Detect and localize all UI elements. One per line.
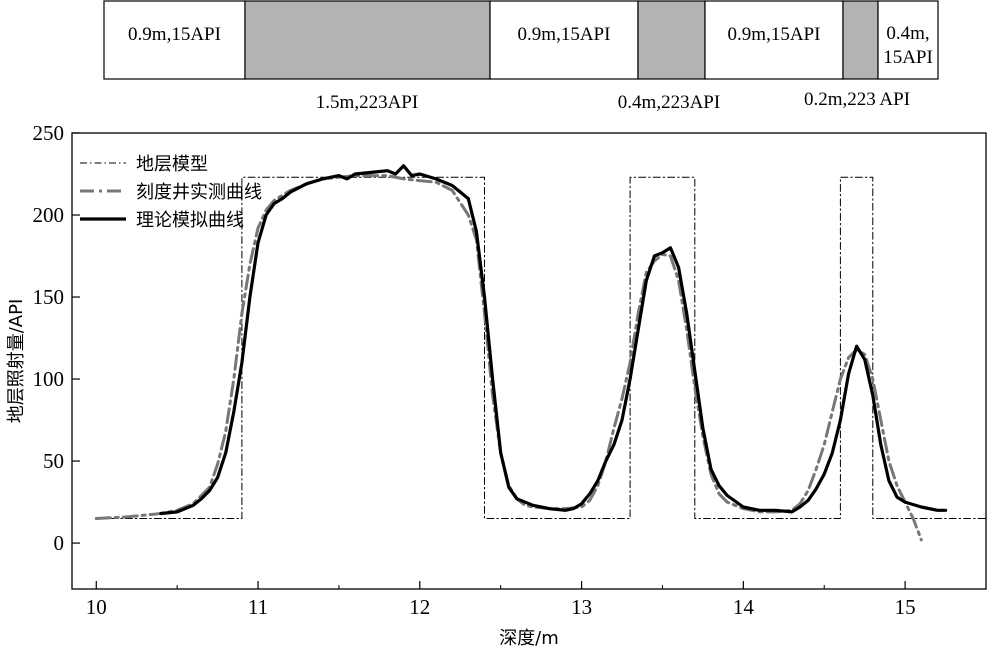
series-line-2 <box>94 174 923 542</box>
layer-block-1 <box>103 0 246 80</box>
series-line-1 <box>95 176 987 519</box>
layer-label-7-line-1: 0.4m, <box>886 23 929 44</box>
plot-area <box>94 164 987 542</box>
y-tick-label-250: 250 <box>33 121 65 145</box>
plot-frame <box>71 132 987 590</box>
y-axis-label: 地层照射量/API <box>6 299 27 424</box>
x-tick-label-11: 11 <box>248 595 268 619</box>
layer-label-2: 1.5m,223API <box>316 92 418 113</box>
x-tick-label-15: 15 <box>895 595 916 619</box>
formation-layer-strip: 0.9m,15API 1.5m,223API 0.9m,15API 0.4m,223A… <box>103 0 939 113</box>
y-tick-label-0: 0 <box>54 531 65 555</box>
legend-label-2: 刻度井实测曲线 <box>136 182 262 203</box>
layer-label-1: 0.9m,15API <box>128 24 221 45</box>
y-tick-label-150: 150 <box>33 285 65 309</box>
y-tick-label-200: 200 <box>33 203 65 227</box>
legend-label-1: 地层模型 <box>136 154 208 175</box>
layer-block-4 <box>637 0 706 80</box>
layer-label-4: 0.4m,223API <box>618 92 720 113</box>
x-tick-label-14: 14 <box>733 595 755 619</box>
x-tick-label-13: 13 <box>571 595 592 619</box>
x-tick-label-10: 10 <box>86 595 107 619</box>
layer-block-2 <box>244 0 491 80</box>
layer-block-6 <box>842 0 879 80</box>
layer-block-5 <box>704 0 844 80</box>
y-tick-label-50: 50 <box>43 449 64 473</box>
series-line-3 <box>159 164 948 516</box>
layer-label-3: 0.9m,15API <box>518 24 611 45</box>
layer-block-3 <box>489 0 639 80</box>
layer-block-7 <box>877 0 939 80</box>
layer-label-6: 0.2m,223 API <box>804 89 910 110</box>
legend-label-3: 理论模拟曲线 <box>136 210 244 231</box>
layer-label-7-line-2: 15API <box>883 47 933 68</box>
x-tick-label-12: 12 <box>409 595 430 619</box>
layer-label-5: 0.9m,15API <box>728 24 821 45</box>
y-tick-label-100: 100 <box>33 367 65 391</box>
x-axis-label: 深度/m <box>499 628 559 649</box>
